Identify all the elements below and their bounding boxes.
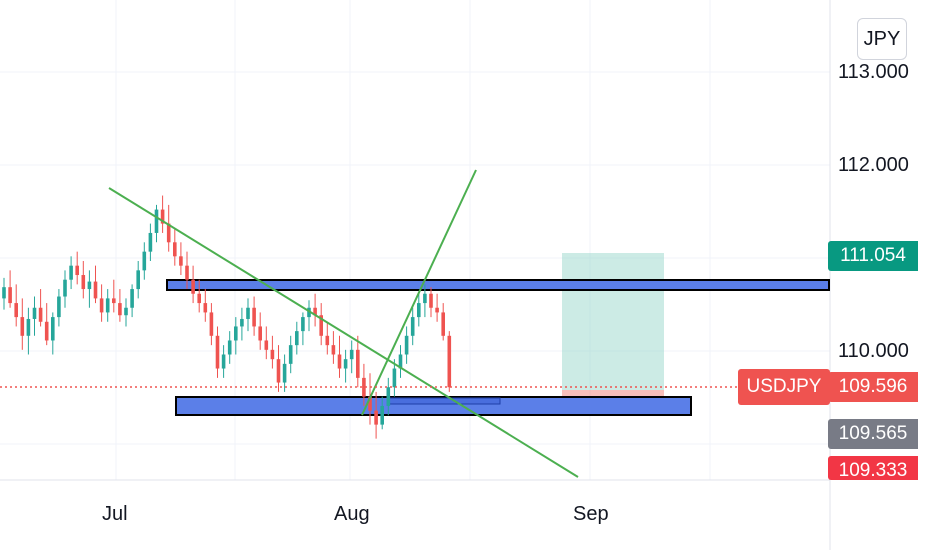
candle-body bbox=[38, 307, 43, 322]
candle-body bbox=[14, 303, 18, 318]
target-price-tag: 111.054 bbox=[828, 241, 918, 271]
candle-body bbox=[240, 318, 244, 327]
y-tick-label: 113.000 bbox=[838, 61, 909, 83]
candle-body bbox=[447, 335, 452, 388]
candle-body bbox=[423, 293, 427, 304]
candle-body bbox=[337, 354, 342, 369]
candle-body bbox=[227, 340, 232, 355]
candle-body bbox=[148, 232, 153, 252]
candle-body bbox=[349, 349, 354, 360]
candle-body bbox=[435, 307, 439, 313]
candle-body bbox=[258, 326, 262, 341]
candle-body bbox=[313, 307, 317, 316]
candle-body bbox=[2, 287, 6, 299]
candle-body bbox=[441, 312, 445, 336]
descending-trendline[interactable] bbox=[108, 187, 579, 478]
candle-body bbox=[166, 223, 171, 243]
candle-body bbox=[26, 318, 31, 336]
candle-body bbox=[301, 317, 305, 332]
y-tick-label: 110.000 bbox=[838, 340, 909, 362]
candle-body bbox=[32, 307, 37, 319]
candle-body bbox=[136, 270, 140, 290]
candle-body bbox=[374, 410, 378, 425]
candle-body bbox=[392, 368, 397, 388]
candle-body bbox=[191, 279, 195, 294]
candle-body bbox=[81, 275, 86, 290]
candle-body bbox=[160, 209, 165, 224]
candle-body bbox=[288, 345, 293, 364]
candle-body bbox=[154, 209, 159, 233]
x-tick-label: Jul bbox=[102, 503, 128, 525]
candle-body bbox=[307, 307, 311, 318]
candle-body bbox=[325, 335, 330, 346]
candle-body bbox=[386, 387, 391, 406]
candle-body bbox=[252, 307, 256, 327]
candle-body bbox=[209, 312, 214, 336]
candle-body bbox=[8, 287, 12, 304]
candle-body bbox=[44, 321, 49, 341]
candle-body bbox=[398, 354, 403, 369]
candle-body bbox=[343, 359, 348, 369]
candle-body bbox=[197, 293, 201, 304]
candle-body bbox=[264, 340, 269, 350]
candle-body bbox=[319, 315, 323, 336]
candle-body bbox=[368, 396, 372, 411]
candle-body bbox=[276, 359, 281, 383]
candle-body bbox=[63, 279, 67, 297]
candle-body bbox=[429, 293, 433, 308]
x-tick-label: Sep bbox=[573, 503, 609, 525]
candle-body bbox=[417, 303, 421, 318]
candle-body bbox=[118, 303, 122, 316]
candle-body bbox=[57, 296, 61, 318]
candles bbox=[2, 195, 452, 439]
candle-body bbox=[20, 317, 25, 336]
candle-body bbox=[179, 256, 183, 266]
candle-body bbox=[124, 307, 128, 316]
stop-price-tag: 109.333 bbox=[828, 456, 918, 480]
entry-price-tag: 109.565 bbox=[828, 419, 918, 449]
support-zone[interactable] bbox=[175, 396, 692, 416]
candle-body bbox=[380, 405, 384, 425]
candle-body bbox=[295, 331, 299, 346]
symbol-tag: USDJPY bbox=[738, 369, 830, 405]
candle-body bbox=[99, 298, 104, 313]
profit-target-zone[interactable] bbox=[562, 253, 664, 390]
candle-body bbox=[51, 317, 55, 341]
resistance-zone[interactable] bbox=[166, 279, 830, 291]
last-price-tag: 109.596 bbox=[828, 372, 918, 402]
candle-body bbox=[331, 345, 336, 355]
candle-body bbox=[215, 335, 220, 369]
candle-body bbox=[234, 326, 238, 341]
candle-body bbox=[173, 242, 177, 257]
y-tick-label: 112.000 bbox=[838, 154, 909, 176]
candle-body bbox=[87, 281, 92, 290]
candle-body bbox=[69, 265, 73, 280]
candle-body bbox=[75, 265, 79, 276]
candle-body bbox=[185, 265, 189, 280]
candle-body bbox=[112, 298, 116, 304]
candle-body bbox=[142, 251, 147, 271]
candle-body bbox=[404, 335, 409, 355]
currency-badge[interactable]: JPY bbox=[857, 18, 907, 60]
ascending-trendline[interactable] bbox=[361, 169, 477, 416]
candle-body bbox=[221, 354, 226, 369]
candle-body bbox=[203, 303, 208, 313]
candle-body bbox=[93, 281, 98, 299]
candle-body bbox=[105, 298, 110, 313]
x-tick-label: Aug bbox=[334, 503, 370, 525]
candle-body bbox=[410, 317, 415, 336]
candle-body bbox=[282, 363, 287, 383]
candle-body bbox=[362, 377, 366, 397]
candle-body bbox=[270, 349, 275, 360]
candle-body bbox=[130, 289, 134, 308]
candle-body bbox=[246, 307, 250, 319]
candle-body bbox=[356, 349, 360, 378]
support-zone-inner[interactable] bbox=[387, 397, 501, 405]
